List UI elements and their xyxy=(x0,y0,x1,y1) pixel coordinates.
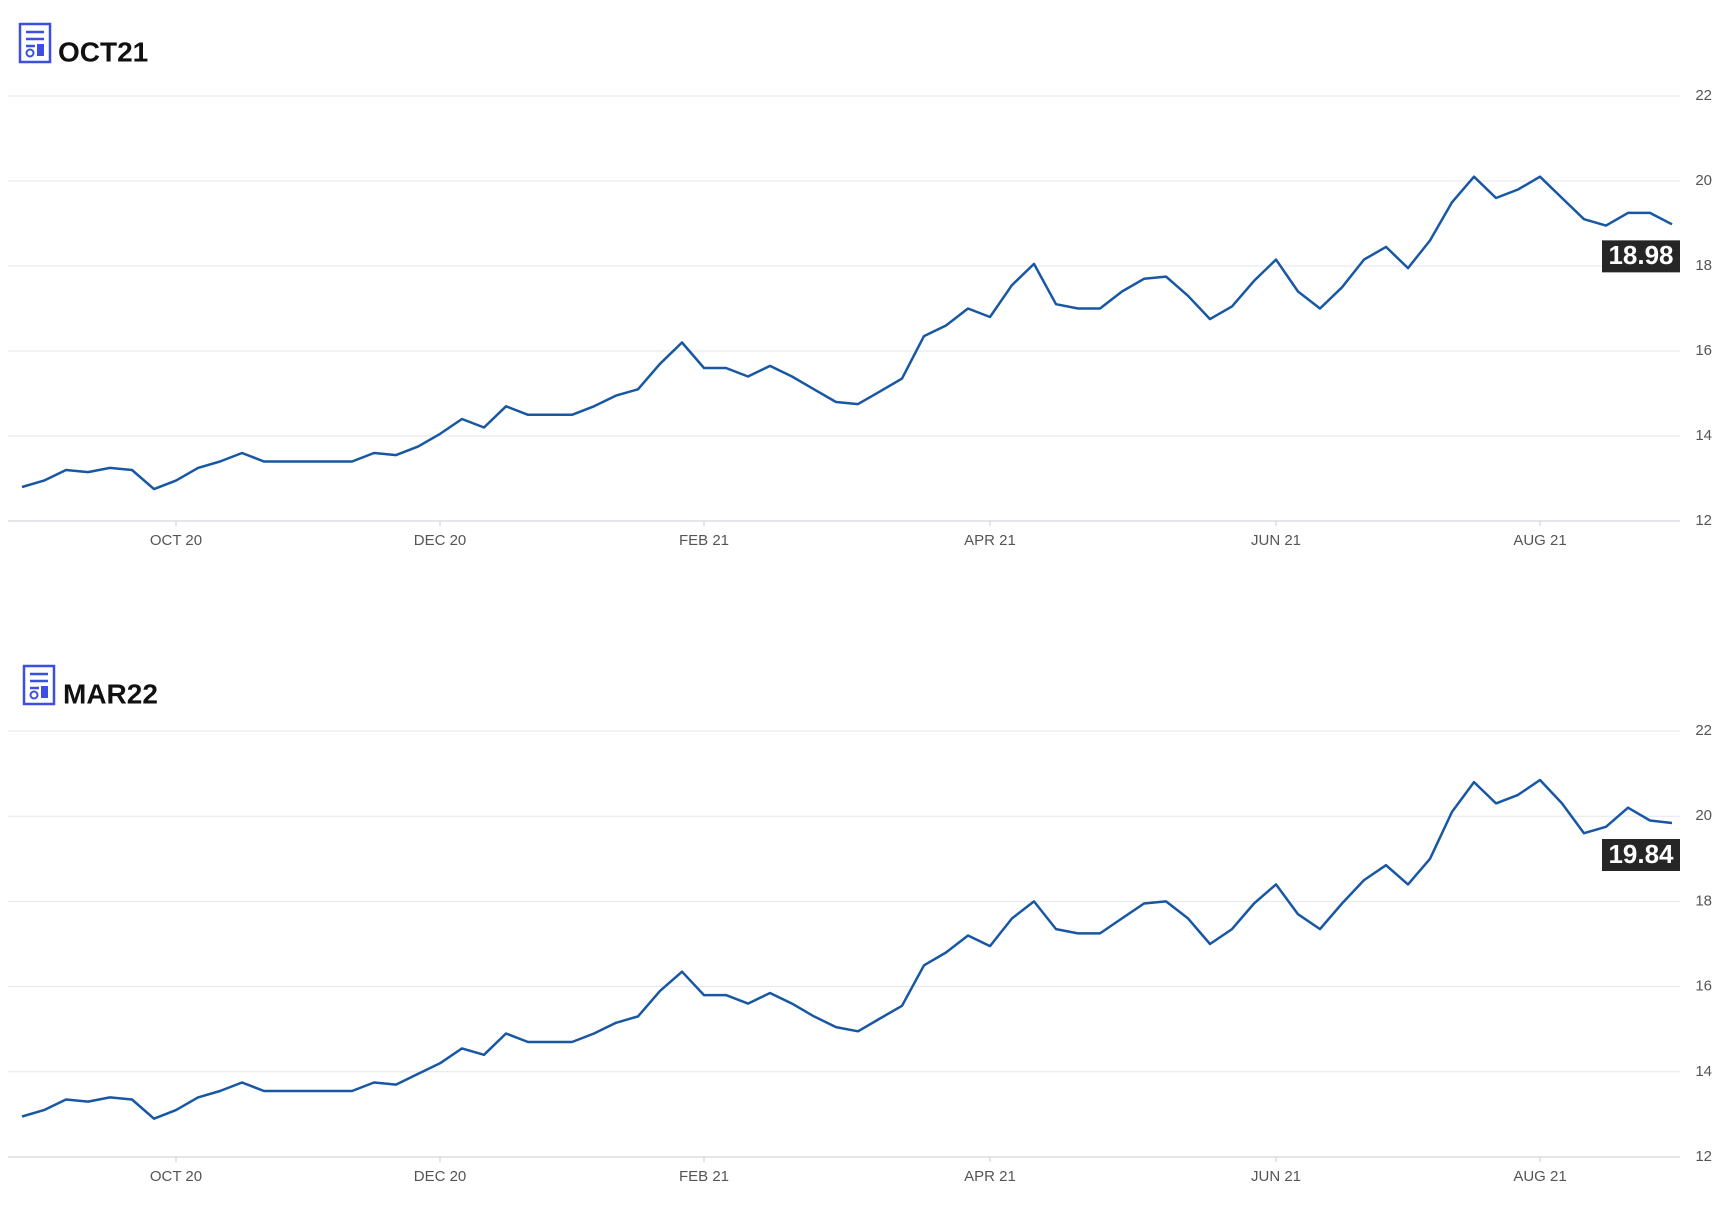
x-tick-label: FEB 21 xyxy=(679,532,729,549)
y-tick-label: 16 xyxy=(1695,978,1712,995)
price-line xyxy=(21,175,1673,491)
chart-title: OCT21 xyxy=(58,36,148,67)
y-tick-label: 14 xyxy=(1695,427,1712,444)
last-value-label: 19.84 xyxy=(1608,839,1674,869)
y-tick-label: 22 xyxy=(1695,87,1712,104)
x-tick-label: OCT 20 xyxy=(150,1168,202,1185)
y-tick-label: 16 xyxy=(1695,342,1712,359)
chart-title: MAR22 xyxy=(63,678,158,709)
y-tick-label: 22 xyxy=(1695,722,1712,739)
y-tick-label: 18 xyxy=(1695,892,1712,909)
x-tick-label: AUG 21 xyxy=(1513,1168,1566,1185)
x-tick-label: JUN 21 xyxy=(1251,532,1301,549)
last-value-label: 18.98 xyxy=(1608,240,1673,270)
price-line xyxy=(21,778,1673,1120)
x-tick-label: APR 21 xyxy=(964,1168,1016,1185)
y-tick-label: 18 xyxy=(1695,257,1712,274)
report-icon xyxy=(18,22,52,64)
x-tick-label: DEC 20 xyxy=(414,532,467,549)
y-tick-label: 20 xyxy=(1695,807,1712,824)
last-value-badge xyxy=(1602,839,1680,872)
y-tick-label: 12 xyxy=(1695,512,1712,529)
y-tick-label: 14 xyxy=(1695,1063,1712,1080)
y-tick-label: 12 xyxy=(1695,1148,1712,1165)
x-tick-label: FEB 21 xyxy=(679,1168,729,1185)
y-tick-label: 20 xyxy=(1695,172,1712,189)
x-tick-label: APR 21 xyxy=(964,532,1016,549)
last-value-badge xyxy=(1602,240,1680,273)
x-tick-label: AUG 21 xyxy=(1513,532,1566,549)
x-tick-label: OCT 20 xyxy=(150,532,202,549)
x-tick-label: JUN 21 xyxy=(1251,1168,1301,1185)
x-tick-label: DEC 20 xyxy=(414,1168,467,1185)
report-icon xyxy=(22,664,56,706)
